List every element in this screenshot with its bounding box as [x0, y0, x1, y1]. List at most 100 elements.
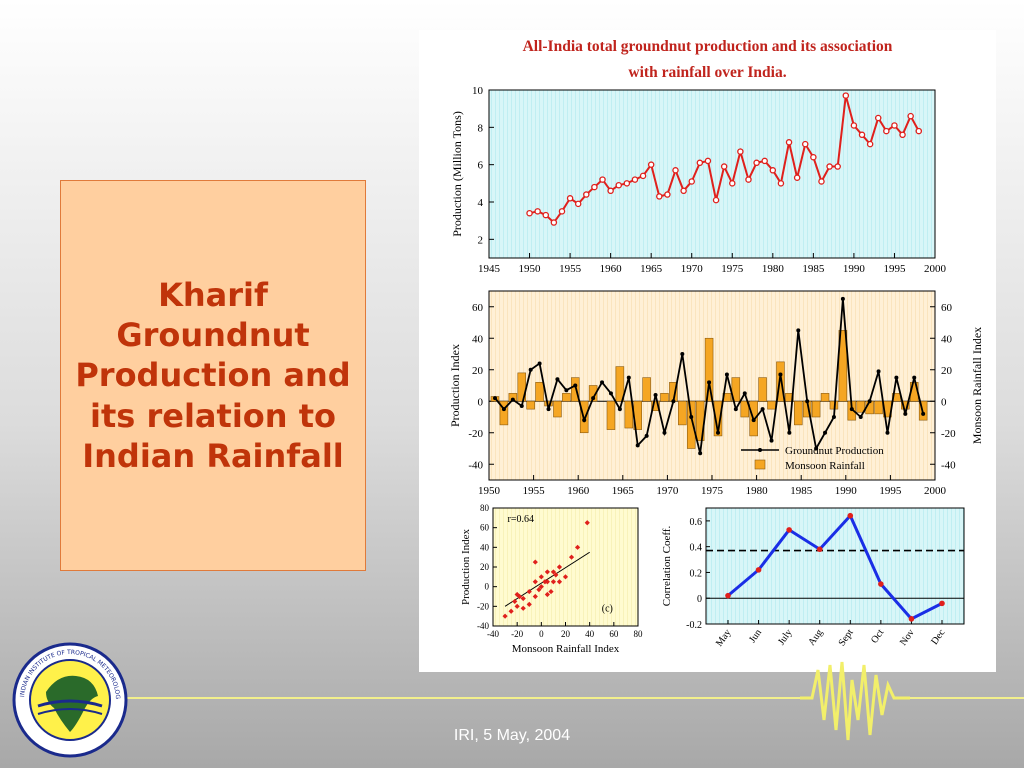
data-point	[769, 438, 774, 443]
production-chart: 2 4 6 8 10 1945 1950 1955 1960 1965 1970 1975 1980 19…	[450, 85, 947, 275]
data-point	[501, 407, 506, 412]
data-point	[671, 399, 676, 404]
rainfall-bar	[571, 377, 580, 402]
data-point	[737, 148, 744, 155]
data-point	[796, 328, 801, 333]
data-point	[894, 375, 899, 380]
x-axis-label: Monsoon Rainfall Index	[512, 643, 620, 655]
rainfall-bar	[731, 377, 741, 402]
y-tick-label: 0.4	[690, 543, 703, 554]
data-point	[680, 187, 687, 195]
scatter-point	[544, 579, 550, 585]
x-tick-label: -20	[511, 629, 523, 639]
data-point	[755, 567, 762, 573]
seismic-wave-decoration	[800, 661, 910, 741]
y-tick-label-right: 20	[941, 365, 953, 377]
index-chart: -40 -40 -20 -20 0 0 20 20 40 40 60 60 1950 1955 1960 19…	[448, 290, 984, 497]
data-point	[623, 180, 631, 187]
y-tick-label: 40	[472, 333, 484, 345]
x-tick-label: 1960	[600, 263, 623, 275]
x-tick-label: 1975	[701, 485, 724, 497]
data-point	[891, 122, 898, 129]
data-point	[558, 208, 566, 215]
data-point	[607, 187, 614, 195]
y-tick-label: 10	[472, 85, 484, 97]
data-point	[908, 616, 915, 622]
x-tick-label: Aug	[806, 627, 825, 647]
data-point	[939, 600, 945, 607]
data-point	[751, 418, 756, 423]
data-point	[493, 396, 497, 401]
data-point	[778, 372, 783, 377]
y-tick-label: 80	[480, 503, 490, 513]
data-point	[777, 180, 785, 187]
data-point	[850, 122, 858, 129]
x-tick-label: 80	[634, 629, 644, 639]
data-point	[826, 163, 833, 170]
plot-area	[488, 89, 936, 259]
panel-label: (c)	[602, 603, 613, 614]
logo-emblem-icon: INDIAN INSTITUTE OF TROPICAL METEOROLOGY…	[7, 635, 128, 758]
data-point	[805, 399, 810, 404]
scatter-point	[508, 608, 514, 614]
x-tick-label: Oct	[869, 627, 886, 645]
data-point	[903, 411, 908, 416]
y-tick-label: 0.2	[690, 568, 703, 579]
data-point	[591, 183, 598, 191]
rainfall-bar	[535, 382, 544, 402]
y-tick-label: -20	[468, 428, 483, 440]
rainfall-bar	[820, 393, 830, 402]
rainfall-bar	[767, 400, 776, 410]
data-point	[899, 131, 906, 139]
x-tick-label: 40	[585, 629, 595, 639]
data-point	[787, 430, 792, 435]
x-tick-label: 1995	[879, 485, 902, 497]
x-tick-label: 1995	[883, 263, 906, 275]
charts-svg: 2 4 6 8 10 1945 1950 1955 1960 1965 1970 1975 1980 19…	[448, 85, 984, 655]
x-tick-label: 1990	[843, 263, 866, 275]
data-point	[921, 411, 926, 416]
x-tick-label: 1955	[559, 263, 582, 275]
rainfall-bar	[874, 400, 883, 415]
scatter-point	[544, 569, 550, 575]
data-point	[816, 546, 823, 553]
data-point	[793, 174, 801, 181]
rainfall-bar	[838, 330, 848, 402]
y-tick-label: 6	[478, 160, 484, 172]
data-point	[769, 167, 777, 174]
data-point	[510, 397, 515, 402]
rainfall-bar	[526, 400, 535, 410]
y-tick-label-right: 0	[941, 396, 947, 408]
data-point	[760, 407, 765, 412]
data-point	[867, 399, 872, 404]
data-point	[626, 375, 631, 380]
x-tick-label: 60	[609, 629, 619, 639]
data-point	[680, 352, 685, 356]
y-tick-label: 4	[478, 197, 484, 209]
y-tick-label: 0	[485, 582, 490, 592]
data-point	[785, 139, 793, 146]
rainfall-bar	[686, 400, 696, 449]
institute-logo: INDIAN INSTITUTE OF TROPICAL METEOROLOGY…	[7, 635, 130, 765]
figure-panel: All-India total groundnut production and…	[419, 30, 996, 672]
rainfall-bar	[499, 400, 509, 426]
figure-title: All-India total groundnut production and…	[419, 34, 996, 86]
scatter-point	[584, 520, 590, 526]
x-tick-label: 20	[561, 629, 571, 639]
data-point	[664, 191, 671, 198]
scatter-point	[548, 588, 554, 595]
data-point	[912, 375, 917, 380]
data-point	[582, 418, 587, 423]
data-point	[885, 430, 890, 435]
data-point	[519, 403, 524, 408]
y-tick-label: 8	[478, 122, 484, 134]
data-point	[647, 161, 655, 168]
decorative-line-right	[900, 697, 1024, 699]
scatter-point	[562, 574, 569, 580]
x-tick-label: 1970	[681, 263, 704, 275]
y-tick-label: 20	[480, 562, 490, 572]
x-tick-label: Nov	[898, 627, 917, 647]
data-point	[526, 209, 533, 217]
data-point	[733, 407, 738, 412]
rainfall-bar	[678, 400, 687, 426]
